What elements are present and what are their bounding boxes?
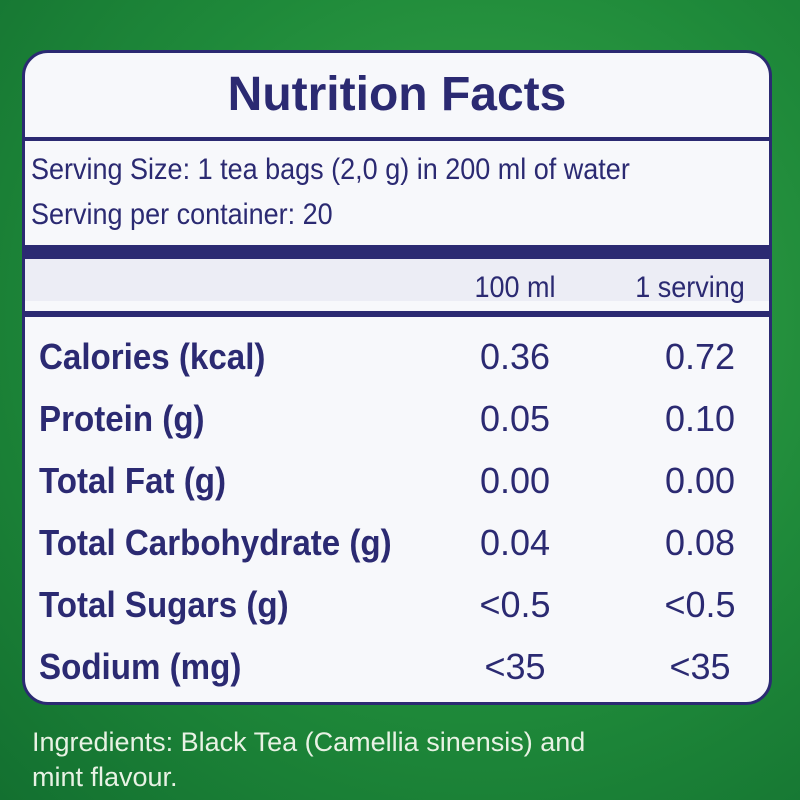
- value-100ml: 0.04: [479, 522, 551, 563]
- value-100ml: 0.05: [479, 398, 551, 439]
- row-label: Total Sugars (g): [39, 584, 289, 625]
- value-serving: 0.10: [664, 398, 736, 439]
- row-label: Sodium (mg): [39, 646, 242, 687]
- title: Nutrition Facts: [227, 68, 567, 121]
- divider: [25, 311, 769, 317]
- value-100ml: <0.5: [479, 584, 551, 625]
- value-100ml: <35: [484, 646, 546, 687]
- serving-size: Serving Size: 1 tea bags (2,0 g) in 200 …: [31, 153, 630, 186]
- ingredients: mint flavour.: [32, 762, 178, 792]
- value-serving: 0.72: [664, 336, 736, 377]
- row-label: Total Carbohydrate (g): [39, 522, 392, 563]
- divider: [25, 137, 769, 141]
- row-label: Total Fat (g): [39, 460, 227, 501]
- header-band: [25, 245, 769, 301]
- servings-per-container: Serving per container: 20: [31, 198, 333, 231]
- ingredients: Ingredients: Black Tea (Camellia sinensi…: [32, 727, 586, 757]
- value-100ml: 0.00: [479, 460, 551, 501]
- value-serving: 0.00: [664, 460, 736, 501]
- value-serving: 0.08: [664, 522, 736, 563]
- value-serving: <35: [669, 646, 731, 687]
- column-header: 1 serving: [635, 271, 745, 304]
- value-100ml: 0.36: [479, 336, 551, 377]
- row-label: Protein (g): [39, 398, 205, 439]
- nutrition-label: Nutrition Facts Serving Size: 1 tea bags…: [22, 50, 772, 705]
- row-label: Calories (kcal): [39, 336, 266, 377]
- value-serving: <0.5: [664, 584, 736, 625]
- column-header: 100 ml: [474, 271, 556, 304]
